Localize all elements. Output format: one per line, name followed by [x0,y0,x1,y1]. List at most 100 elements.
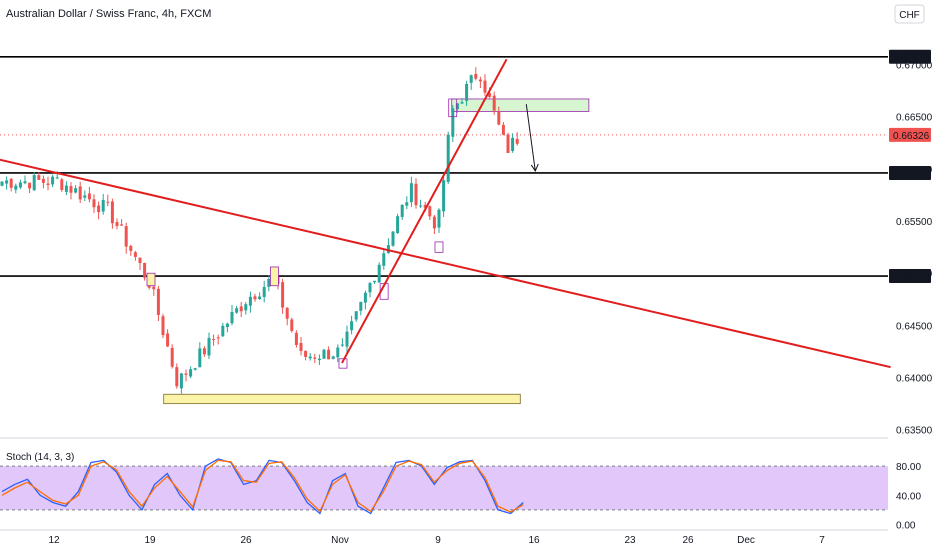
candle-body [414,183,418,206]
time-tick-label-0: 12 [48,535,60,546]
candle-body [290,319,294,331]
supply-zone-1 [451,98,590,112]
time-tick-label-6: 23 [624,535,636,546]
time-tick-label-1: 19 [144,535,156,546]
candle-body [368,283,372,293]
candle-body [373,280,377,283]
candle-body [294,332,298,345]
candle-body [345,331,349,347]
candle-body [175,367,179,387]
candle-body [32,175,36,191]
time-tick-label-2: 26 [240,535,252,546]
candle-body [0,181,4,186]
price-tick-label-3: 0.65500 [896,217,932,228]
candle-body [308,356,312,359]
projection-arrow-head [530,163,539,173]
candle-body [483,80,487,93]
candle-body [386,245,390,254]
time-tick-label-9: 7 [819,535,825,546]
candle-body [497,111,501,125]
price-badge-label-1: 0.66326 [893,131,930,142]
candle-body [446,134,450,182]
candle-body [258,296,262,300]
stoch-series-1 [1,459,524,513]
candle-body [92,199,96,208]
time-tick-label-3: Nov [331,535,349,546]
trendline-1 [341,58,508,364]
currency-badge[interactable]: CHF [894,4,925,24]
stochastic-pane[interactable] [0,458,888,515]
candle-body [336,347,340,358]
candle-body [216,337,220,339]
price-pane[interactable] [0,55,891,405]
candle-body [41,178,45,183]
candle-body [423,204,427,208]
candle-body [189,369,193,377]
candle-body [235,308,239,313]
candle-body [14,185,18,190]
time-tick-label-5: 16 [528,535,540,546]
candle-body [129,245,133,251]
candle-body [244,304,248,311]
marker-box-2 [338,358,348,369]
candle-body [478,79,482,82]
candle-body [9,178,13,188]
candle-body [391,231,395,246]
candle-body [55,177,59,179]
candle-body [51,176,55,185]
trendline-0 [0,158,891,369]
candle-body [78,186,82,200]
candle-body [432,216,436,229]
time-tick-label-8: Dec [737,535,755,546]
price-badge-label-2: 0.65961 [893,169,930,180]
candle-body [281,282,285,308]
price-axis[interactable]: 0.670000.665000.660000.655000.650000.645… [889,49,932,437]
candle-body [304,350,308,357]
candle-body [469,75,473,83]
candle-body [428,206,432,217]
price-badge-3 [889,269,931,284]
candle-body [143,262,147,278]
stoch-tick-label-0: 80.00 [896,462,921,473]
candle-body [354,311,358,320]
time-tick-label-7: 26 [682,535,694,546]
candle-body [138,257,142,264]
candle-body [451,108,455,137]
candle-body [299,343,303,352]
price-tick-label-7: 0.63500 [896,426,932,437]
price-badge-2 [889,165,931,180]
candle-body [74,188,78,193]
candle-body [340,344,344,346]
candle-body [106,201,110,203]
candle-body [156,288,160,315]
currency-badge-label: CHF [899,10,920,21]
candle-body [460,102,464,104]
price-badge-label-3: 0.64973 [893,272,930,283]
stoch-tick-label-2: 0.00 [896,520,916,531]
time-axis[interactable]: 12 19 26 Nov 9 16 23 26 Dec 7 [48,535,825,546]
candle-body [267,278,271,287]
candle-body [184,373,188,375]
price-tick-label-0: 0.67000 [896,61,932,72]
candle-body [46,183,50,185]
candle-body [69,186,73,193]
candle-body [396,216,400,234]
candle-body [152,286,156,290]
candle-body [97,205,101,213]
candle-body [198,348,202,368]
candle-body [253,296,257,300]
candle-body [465,83,469,101]
candle-body [5,180,9,184]
marker-box-5 [448,98,458,118]
stochastic-axis[interactable]: 80.00 40.00 0.00 [896,462,921,531]
price-badge-label-0: 0.67074 [893,53,930,64]
candle-body [124,226,128,247]
candle-body [382,253,386,266]
candle-body [248,296,252,306]
candle-body [101,199,105,212]
candle-body [400,204,404,217]
candle-body [331,356,335,359]
candle-body [60,179,64,190]
